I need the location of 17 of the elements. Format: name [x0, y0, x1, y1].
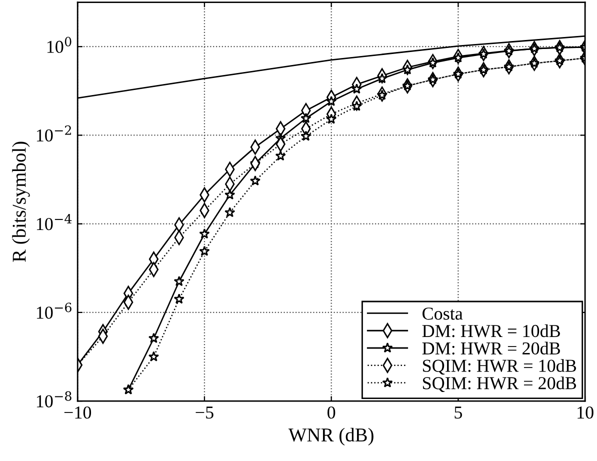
x-tick-label: 10	[578, 406, 594, 419]
legend-label: DM: HWR = 10dB	[422, 324, 560, 338]
legend-label: DM: HWR = 20dB	[422, 342, 560, 355]
y-axis-title: R (bits/symbol)	[12, 142, 30, 262]
y-tick-label: 10$^{−8}$	[36, 391, 72, 408]
x-tick-label: −5	[196, 406, 214, 419]
x-tick-label: −10	[64, 406, 92, 419]
y-tick-label: 10$^{0}$	[47, 36, 72, 53]
y-tick-label: 10$^{−6}$	[36, 302, 72, 319]
x-axis-title: WNR (dB)	[288, 428, 374, 446]
legend-label: SQIM: HWR = 20dB	[423, 376, 576, 392]
y-tick-label: 10$^{−2}$	[36, 125, 71, 142]
legend-label: Costa	[422, 308, 463, 320]
x-tick-label: 5	[454, 406, 462, 419]
legend-label: SQIM: HWR = 10dB	[423, 359, 576, 375]
x-tick-label: 0	[328, 406, 336, 419]
y-tick-label: 10$^{−4}$	[36, 214, 72, 230]
